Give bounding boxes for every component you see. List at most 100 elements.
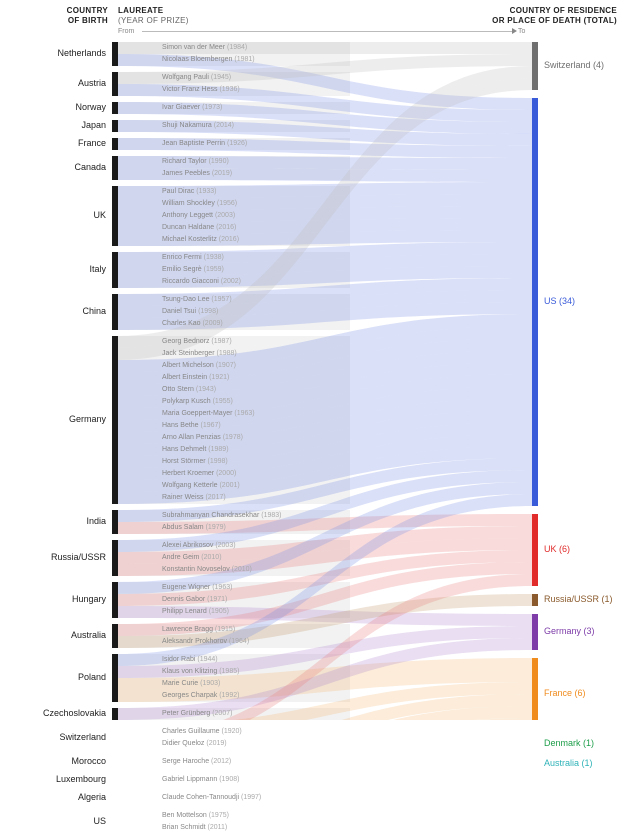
source-label: Norway: [0, 102, 106, 112]
laureate-label: Horst Störmer (1998): [162, 458, 228, 465]
laureate-label: Richard Taylor (1990): [162, 158, 229, 165]
source-label: US: [0, 816, 106, 826]
laureate-label: William Shockley (1956): [162, 200, 237, 207]
laureate-label: Polykarp Kusch (1955): [162, 398, 233, 405]
laureate-label: Aleksandr Prokhorov (1964): [162, 638, 249, 645]
laureate-label: Rainer Weiss (2017): [162, 494, 226, 501]
laureate-label: Anthony Leggett (2003): [162, 212, 235, 219]
dest-bar: [532, 98, 538, 506]
laureate-label: Herbert Kroemer (2000): [162, 470, 236, 477]
sankey-chart: COUNTRYOF BIRTHLAUREATE(YEAR OF PRIZE)CO…: [0, 0, 635, 720]
laureate-label: Abdus Salam (1979): [162, 524, 226, 531]
source-bar: [112, 336, 118, 504]
laureate-label: Subrahmanyan Chandrasekhar (1983): [162, 512, 281, 519]
laureate-label: Albert Einstein (1921): [162, 374, 229, 381]
laureate-label: Shuji Nakamura (2014): [162, 122, 234, 129]
source-bar: [112, 120, 118, 132]
source-bar: [112, 156, 118, 180]
laureate-label: Victor Franz Hess (1936): [162, 86, 240, 93]
dest-label: Russia/USSR (1): [544, 594, 613, 604]
laureate-label: Enrico Fermi (1938): [162, 254, 224, 261]
laureate-label: Arno Allan Penzias (1978): [162, 434, 243, 441]
laureate-label: Michael Kosterlitz (2016): [162, 236, 239, 243]
source-label: Australia: [0, 630, 106, 640]
source-label: Poland: [0, 672, 106, 682]
laureate-label: Tsung-Dao Lee (1957): [162, 296, 232, 303]
laureate-label: Otto Stern (1943): [162, 386, 216, 393]
laureate-label: Claude Cohen-Tannoudji (1997): [162, 794, 261, 801]
source-label: Austria: [0, 78, 106, 88]
dest-label: US (34): [544, 296, 575, 306]
laureate-label: Andre Geim (2010): [162, 554, 222, 561]
dest-bar: [532, 614, 538, 650]
laureate-label: Ivar Giaever (1973): [162, 104, 222, 111]
source-label: France: [0, 138, 106, 148]
laureate-label: Alexei Abrikosov (2003): [162, 542, 236, 549]
source-label: Algeria: [0, 792, 106, 802]
source-bar: [112, 654, 118, 702]
laureate-label: Philipp Lenard (1905): [162, 608, 229, 615]
laureate-label: Lawrence Bragg (1915): [162, 626, 235, 633]
source-label: Canada: [0, 162, 106, 172]
laureate-label: Klaus von Klitzing (1985): [162, 668, 239, 675]
source-label: China: [0, 306, 106, 316]
laureate-label: Wolfgang Pauli (1945): [162, 74, 231, 81]
laureate-label: Eugene Wigner (1963): [162, 584, 232, 591]
dest-label: Denmark (1): [544, 738, 594, 748]
laureate-label: Nicolaas Bloembergen (1981): [162, 56, 255, 63]
dest-label: Switzerland (4): [544, 60, 604, 70]
laureate-label: Paul Dirac (1933): [162, 188, 216, 195]
dest-label: UK (6): [544, 544, 570, 554]
dest-bar: [532, 658, 538, 720]
laureate-label: Charles Guillaume (1920): [162, 728, 242, 735]
source-label: Switzerland: [0, 732, 106, 742]
source-label: Germany: [0, 414, 106, 424]
source-label: Czechoslovakia: [0, 708, 106, 718]
laureate-label: Georg Bednorz (1987): [162, 338, 232, 345]
source-bar: [112, 510, 118, 534]
source-bar: [112, 708, 118, 720]
source-bar: [112, 252, 118, 288]
laureate-label: Konstantin Novoselov (2010): [162, 566, 252, 573]
source-label: Hungary: [0, 594, 106, 604]
laureate-label: Albert Michelson (1907): [162, 362, 236, 369]
laureate-label: James Peebles (2019): [162, 170, 232, 177]
dest-label: France (6): [544, 688, 586, 698]
dest-bar: [532, 594, 538, 606]
laureate-label: Gabriel Lippmann (1908): [162, 776, 239, 783]
source-label: Morocco: [0, 756, 106, 766]
source-bar: [112, 540, 118, 576]
source-bar: [112, 72, 118, 96]
laureate-label: Hans Dehmelt (1989): [162, 446, 229, 453]
dest-label: Germany (3): [544, 626, 595, 636]
laureate-label: Jack Steinberger (1988): [162, 350, 237, 357]
dest-bar: [532, 514, 538, 586]
laureate-label: Riccardo Giacconi (2002): [162, 278, 241, 285]
laureate-label: Marie Curie (1903): [162, 680, 220, 687]
laureate-label: Maria Goeppert-Mayer (1963): [162, 410, 255, 417]
laureate-label: Daniel Tsui (1998): [162, 308, 218, 315]
source-bar: [112, 138, 118, 150]
laureate-label: Hans Bethe (1967): [162, 422, 221, 429]
laureate-label: Simon van der Meer (1984): [162, 44, 247, 51]
source-label: Italy: [0, 264, 106, 274]
laureate-label: Georges Charpak (1992): [162, 692, 239, 699]
laureate-label: Duncan Haldane (2016): [162, 224, 236, 231]
source-bar: [112, 186, 118, 246]
dest-bar: [532, 42, 538, 90]
laureate-label: Peter Grünberg (2007): [162, 710, 232, 717]
source-label: Luxembourg: [0, 774, 106, 784]
laureate-label: Jean Baptiste Perrin (1926): [162, 140, 247, 147]
laureate-label: Charles Kao (2009): [162, 320, 223, 327]
laureate-label: Brian Schmidt (2011): [162, 824, 227, 831]
laureate-label: Serge Haroche (2012): [162, 758, 231, 765]
dest-label: Australia (1): [544, 758, 593, 768]
laureate-label: Wolfgang Ketterle (2001): [162, 482, 240, 489]
laureate-label: Didier Queloz (2019): [162, 740, 227, 747]
source-bar: [112, 624, 118, 648]
source-label: Russia/USSR: [0, 552, 106, 562]
laureate-label: Dennis Gabor (1971): [162, 596, 227, 603]
source-label: India: [0, 516, 106, 526]
source-label: Japan: [0, 120, 106, 130]
laureate-label: Isidor Rabi (1944): [162, 656, 218, 663]
